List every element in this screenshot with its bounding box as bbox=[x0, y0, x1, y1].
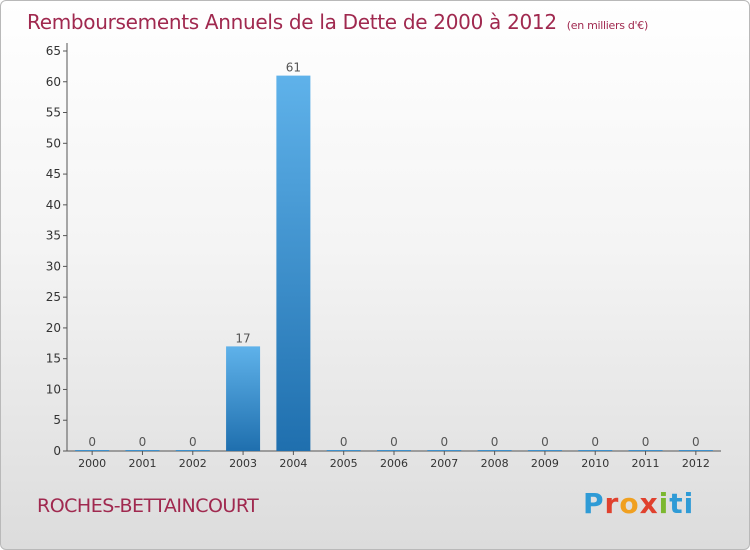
y-tick-label: 35 bbox=[46, 229, 61, 243]
y-tick-label: 50 bbox=[46, 136, 61, 150]
x-tick-label: 2004 bbox=[279, 457, 307, 470]
bar bbox=[226, 346, 261, 451]
y-tick-label: 30 bbox=[46, 259, 61, 273]
bar bbox=[175, 450, 210, 451]
data-label: 0 bbox=[139, 435, 147, 449]
y-tick-label: 25 bbox=[46, 290, 61, 304]
proxiti-logo: Proxiti bbox=[583, 487, 695, 520]
bar bbox=[678, 450, 713, 451]
data-label: 0 bbox=[440, 435, 448, 449]
bar bbox=[578, 450, 613, 451]
data-label: 0 bbox=[390, 435, 398, 449]
y-tick-label: 5 bbox=[53, 413, 61, 427]
x-tick-label: 2009 bbox=[531, 457, 559, 470]
data-label: 0 bbox=[541, 435, 549, 449]
x-tick-label: 2003 bbox=[229, 457, 257, 470]
y-tick-label: 55 bbox=[46, 106, 61, 120]
y-tick-label: 10 bbox=[46, 382, 61, 396]
y-tick-label: 20 bbox=[46, 321, 61, 335]
bar bbox=[628, 450, 663, 451]
chart-subtitle: (en milliers d'€) bbox=[566, 19, 648, 32]
bar bbox=[75, 450, 110, 451]
data-label: 17 bbox=[235, 331, 250, 345]
chart-title: Remboursements Annuels de la Dette de 20… bbox=[27, 10, 648, 34]
bar bbox=[427, 450, 462, 451]
x-tick-label: 2001 bbox=[128, 457, 156, 470]
x-tick-label: 2011 bbox=[632, 457, 660, 470]
place-name: ROCHES-BETTAINCOURT bbox=[37, 495, 259, 517]
data-label: 0 bbox=[692, 435, 700, 449]
data-label: 0 bbox=[189, 435, 197, 449]
x-tick-label: 2002 bbox=[179, 457, 207, 470]
y-tick-label: 15 bbox=[46, 352, 61, 366]
bar bbox=[125, 450, 160, 451]
data-label: 61 bbox=[286, 61, 301, 75]
data-label: 0 bbox=[491, 435, 499, 449]
y-tick-label: 65 bbox=[46, 44, 61, 58]
x-tick-label: 2008 bbox=[481, 457, 509, 470]
y-tick-label: 0 bbox=[53, 444, 61, 458]
bar bbox=[276, 75, 311, 451]
data-label: 0 bbox=[591, 435, 599, 449]
y-tick-label: 45 bbox=[46, 167, 61, 181]
y-tick-label: 40 bbox=[46, 198, 61, 212]
bar bbox=[477, 450, 512, 451]
x-tick-label: 2000 bbox=[78, 457, 106, 470]
x-tick-label: 2005 bbox=[330, 457, 358, 470]
x-tick-label: 2012 bbox=[682, 457, 710, 470]
data-label: 0 bbox=[340, 435, 348, 449]
data-label: 0 bbox=[88, 435, 96, 449]
bar bbox=[326, 450, 361, 451]
x-tick-label: 2007 bbox=[430, 457, 458, 470]
x-tick-label: 2006 bbox=[380, 457, 408, 470]
bar bbox=[377, 450, 411, 451]
data-label: 0 bbox=[642, 435, 650, 449]
bar bbox=[527, 450, 562, 451]
chart-title-text: Remboursements Annuels de la Dette de 20… bbox=[27, 10, 557, 34]
y-tick-label: 60 bbox=[46, 75, 61, 89]
x-tick-label: 2010 bbox=[581, 457, 609, 470]
